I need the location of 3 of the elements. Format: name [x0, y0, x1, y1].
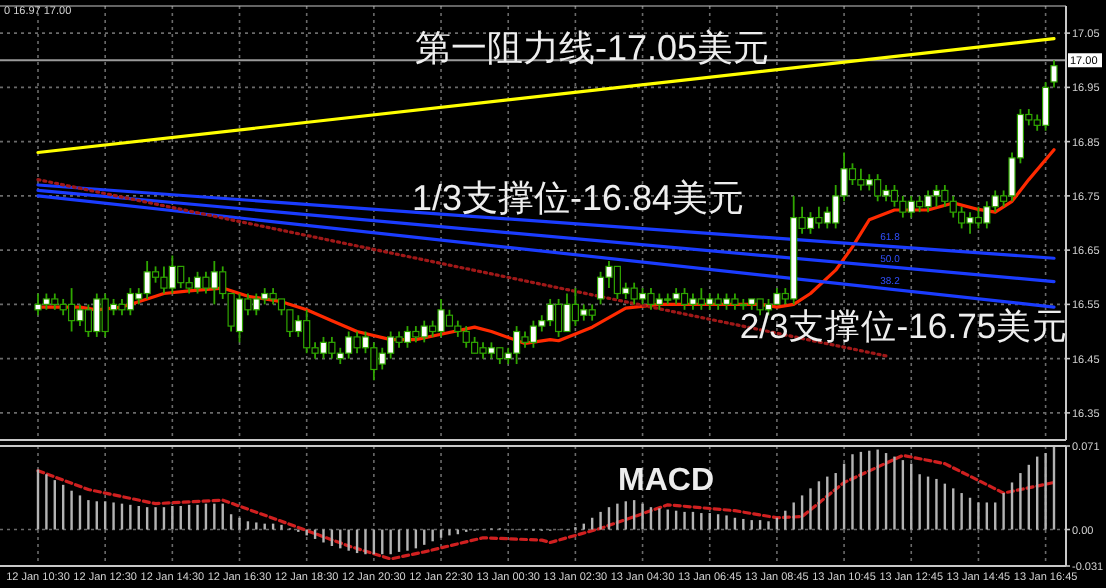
annotation: 第一阻力线-17.05美元 [414, 28, 770, 68]
text: MACD [618, 464, 714, 498]
annotation: 1/3支撑位-16.84美元 [411, 178, 745, 218]
